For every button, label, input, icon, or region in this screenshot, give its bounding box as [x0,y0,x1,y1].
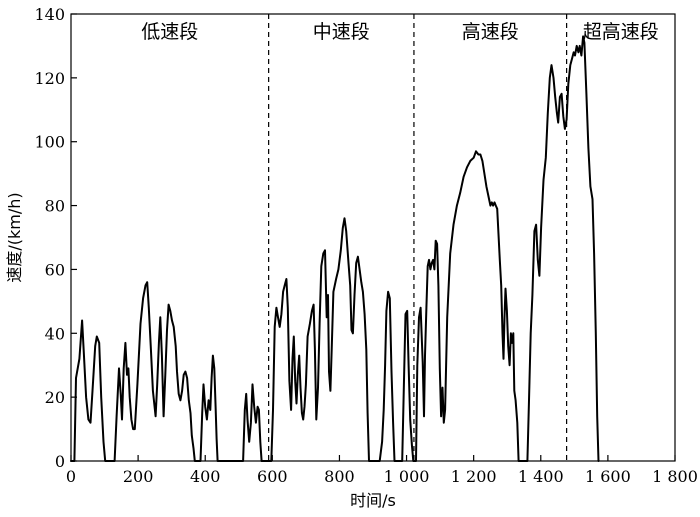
x-tick-label: 1 400 [518,467,564,486]
y-tick-label: 60 [45,260,65,279]
phase-label: 超高速段 [583,21,659,43]
x-tick-label: 200 [123,467,154,486]
phase-labels: 低速段 中速段 高速段 超高速段 [141,21,659,43]
x-tick-label: 600 [257,467,288,486]
y-tick-label: 100 [34,133,65,152]
x-axis-title: 时间/s [350,491,396,510]
y-tick-label: 0 [55,452,65,471]
speed-series-line [70,35,600,462]
x-tick-label: 1 200 [451,467,497,486]
x-tick-label: 0 [66,467,76,486]
plot-frame [70,13,676,462]
x-tick-label: 1 000 [384,467,430,486]
phase-label: 低速段 [141,21,198,43]
x-tick-label: 1 600 [585,467,631,486]
y-tick-label: 20 [45,388,65,407]
x-tick-label: 1 800 [652,467,698,486]
y-tick-label: 120 [34,69,65,88]
phase-boundaries [268,14,568,461]
x-tick-label: 400 [190,467,221,486]
phase-label: 高速段 [462,21,519,43]
x-axis-ticks: 0 200 400 600 800 1 000 1 200 1 400 1 600 1 800 [66,455,698,486]
y-tick-label: 140 [34,5,65,24]
phase-label: 中速段 [313,21,370,43]
y-tick-label: 40 [45,324,65,343]
y-tick-label: 80 [45,197,65,216]
y-axis-title: 速度/(km/h) [5,192,24,282]
x-tick-label: 800 [324,467,355,486]
